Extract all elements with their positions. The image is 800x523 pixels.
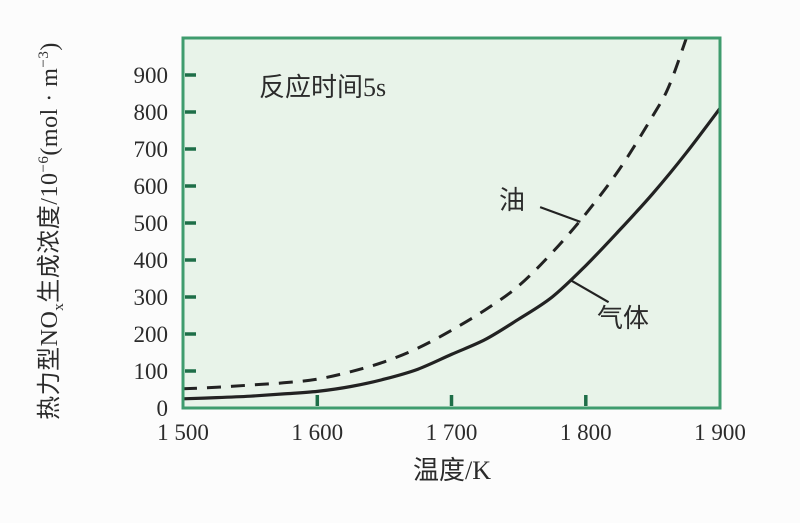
y-axis-title-superscript: −6 xyxy=(36,155,52,173)
y-axis-title-superscript: −3 xyxy=(36,50,52,68)
curves-group xyxy=(183,38,720,401)
y-tick-label-100: 100 xyxy=(134,359,169,384)
y-axis-title-unit: ) xyxy=(37,42,63,51)
x-tick-label-1600: 1 600 xyxy=(291,420,343,445)
x-tick-label-1800: 1 800 xyxy=(560,420,612,445)
x-axis-title: 温度/K xyxy=(412,456,491,485)
series-label-gas: 气体 xyxy=(597,304,650,333)
y-tick-label-800: 800 xyxy=(134,100,169,125)
y-tick-label-400: 400 xyxy=(134,248,169,273)
leader-line-gas xyxy=(570,279,610,304)
y-axis-title-text: 热力型NO xyxy=(37,310,63,420)
y-axis-title: 热力型NOx生成浓度/10−6(mol · m−3) xyxy=(31,11,67,451)
series-curve-oil xyxy=(183,38,688,391)
y-axis-title-subscript: x xyxy=(50,302,67,311)
y-axis-title-unit: (mol · m xyxy=(37,67,63,156)
y-axis-title-text: 生成浓度/10 xyxy=(37,172,63,303)
y-tick-label-500: 500 xyxy=(134,211,169,236)
y-tick-label-900: 900 xyxy=(134,63,169,88)
series-label-oil: 油 xyxy=(499,186,526,215)
y-tick-label-300: 300 xyxy=(134,285,169,310)
annotation-reaction-time: 反应时间5s xyxy=(258,73,387,102)
y-tick-label-600: 600 xyxy=(134,174,169,199)
y-tick-label-700: 700 xyxy=(134,137,169,162)
plot-area xyxy=(183,38,720,408)
x-tick-label-1700: 1 700 xyxy=(426,420,478,445)
x-tick-label-1500: 1 500 xyxy=(157,420,209,445)
series-curve-gas xyxy=(183,107,720,401)
leader-line-oil xyxy=(539,206,581,223)
y-tick-label-200: 200 xyxy=(134,322,169,347)
x-tick-label-1900: 1 900 xyxy=(694,420,746,445)
y-tick-label-0: 0 xyxy=(157,396,169,421)
plot-border xyxy=(181,36,722,410)
